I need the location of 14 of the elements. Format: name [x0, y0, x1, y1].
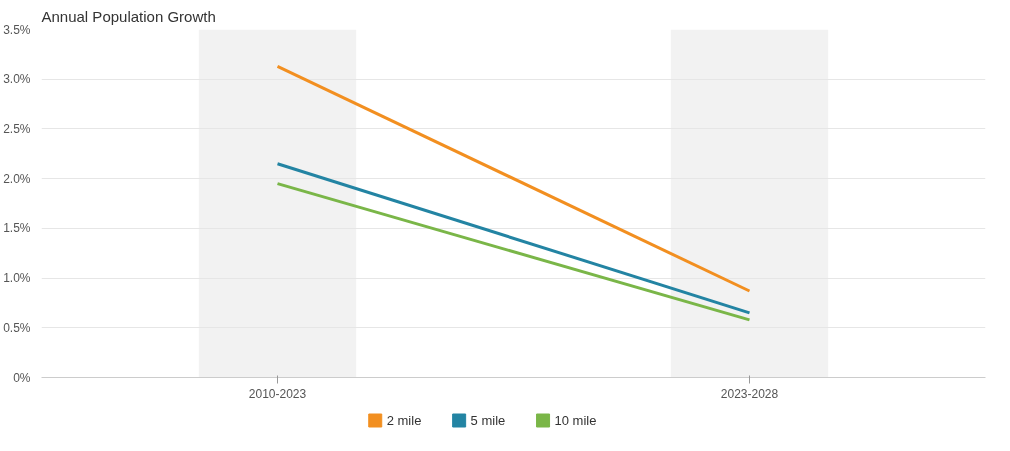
y-tick-label: 3.0%	[3, 72, 31, 87]
legend-label: 10 mile	[554, 413, 597, 428]
legend-label: 2 mile	[386, 413, 422, 428]
chart-title: Annual Population Growth	[41, 7, 216, 25]
y-tick-label: 1.5%	[3, 221, 31, 236]
y-tick-label: 2.0%	[3, 171, 31, 186]
legend-label: 5 mile	[470, 413, 506, 428]
y-tick-label: 2.5%	[3, 121, 31, 136]
y-tick-label: 0.5%	[3, 320, 31, 335]
y-tick-label: 1.0%	[3, 271, 31, 286]
x-tick-label: 2023-2028	[720, 386, 779, 401]
y-tick-label: 3.5%	[3, 22, 31, 37]
x-tick-label: 2010-2023	[248, 386, 307, 401]
y-tick-label: 0%	[13, 370, 31, 385]
